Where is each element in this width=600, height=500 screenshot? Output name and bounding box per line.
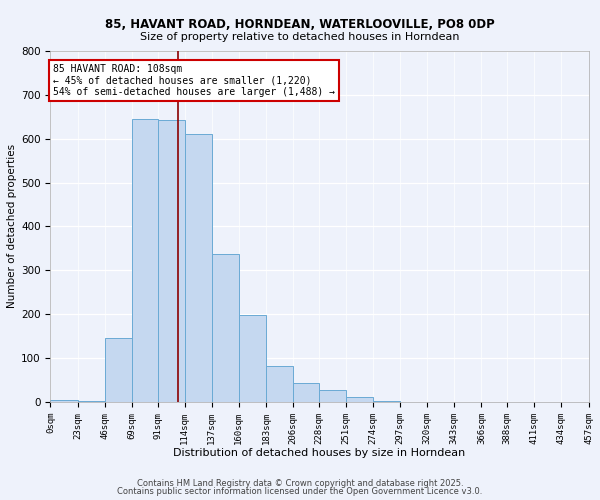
Text: Contains public sector information licensed under the Open Government Licence v3: Contains public sector information licen… <box>118 487 482 496</box>
Bar <box>212 254 239 402</box>
Bar <box>319 390 346 402</box>
Text: 85, HAVANT ROAD, HORNDEAN, WATERLOOVILLE, PO8 0DP: 85, HAVANT ROAD, HORNDEAN, WATERLOOVILLE… <box>105 18 495 30</box>
X-axis label: Distribution of detached houses by size in Horndean: Distribution of detached houses by size … <box>173 448 466 458</box>
Bar <box>266 366 293 402</box>
Text: Size of property relative to detached houses in Horndean: Size of property relative to detached ho… <box>140 32 460 42</box>
Bar <box>132 119 158 402</box>
Bar <box>373 400 400 402</box>
Bar <box>77 400 104 402</box>
Text: Contains HM Land Registry data © Crown copyright and database right 2025.: Contains HM Land Registry data © Crown c… <box>137 478 463 488</box>
Bar <box>346 397 373 402</box>
Bar <box>104 338 132 402</box>
Bar <box>158 120 185 402</box>
Bar <box>50 400 77 402</box>
Bar <box>239 314 266 402</box>
Bar <box>185 134 212 402</box>
Text: 85 HAVANT ROAD: 108sqm
← 45% of detached houses are smaller (1,220)
54% of semi-: 85 HAVANT ROAD: 108sqm ← 45% of detached… <box>53 64 335 98</box>
Y-axis label: Number of detached properties: Number of detached properties <box>7 144 17 308</box>
Bar <box>293 384 319 402</box>
